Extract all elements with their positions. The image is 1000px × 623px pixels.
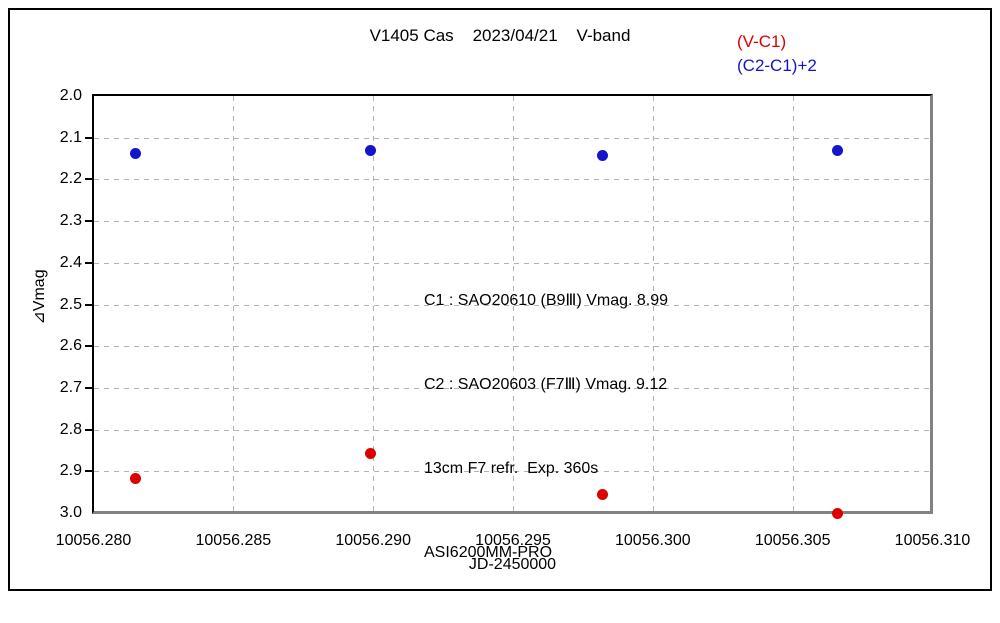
data-point [596, 488, 608, 500]
h-gridline [94, 471, 930, 473]
annotation-line-camera: ASI6200MM-PRO [424, 544, 553, 561]
y-tick-label: 3.0 [59, 504, 82, 521]
image-border [8, 8, 992, 591]
y-tick-mark [85, 178, 93, 181]
y-tick-mark [85, 136, 93, 139]
x-tick-label: 10056.305 [754, 532, 831, 549]
data-point [831, 507, 843, 519]
y-tick-label: 2.6 [59, 337, 82, 355]
legend: (V-C1) (C2-C1)+2 [737, 30, 817, 78]
x-tick-label: 10056.285 [195, 532, 272, 549]
legend-item-v-c1: (V-C1) [737, 32, 787, 51]
light-curve-chart: V1405 Cas 2023/04/21 V-band (V-C1) (C2-C… [0, 8, 1000, 591]
x-axis-label: JD-2450000 [468, 556, 557, 573]
y-tick-label: 2.5 [59, 295, 82, 313]
y-tick-label: 2.8 [59, 420, 82, 438]
y-tick-mark [85, 303, 93, 306]
data-point [831, 144, 843, 156]
data-point [129, 472, 141, 484]
h-gridline [94, 429, 930, 431]
data-point [364, 447, 376, 459]
v-gridline [233, 96, 235, 511]
y-tick-mark [85, 470, 93, 473]
y-tick-mark [85, 261, 93, 264]
data-point [364, 145, 376, 157]
x-tick-label: 10056.300 [615, 532, 691, 549]
y-tick-label: 2.2 [59, 170, 82, 188]
v-gridline [652, 96, 654, 511]
chart-title-text: V1405 Cas 2023/04/21 V-band [369, 26, 631, 45]
h-gridline [94, 137, 930, 139]
annotation-line-c1: C1 : SAO20610 (B9Ⅲ) Vmag. 8.99 [424, 292, 669, 309]
legend-item-c2-c1: (C2-C1)+2 [737, 56, 817, 75]
x-tick-label: 10056.295 [475, 532, 551, 549]
y-tick-label: 2.7 [59, 378, 82, 396]
chart-title: V1405 Cas 2023/04/21 V-band [0, 26, 1000, 46]
x-tick-label: 10056.310 [894, 532, 971, 549]
y-tick-label: 2.4 [59, 253, 82, 271]
data-point [596, 149, 608, 161]
y-tick-label: 2.1 [59, 128, 82, 146]
y-tick-label: 2.9 [59, 462, 82, 480]
h-gridline [94, 304, 930, 306]
y-tick-mark [85, 345, 93, 348]
h-gridline [94, 346, 930, 348]
y-tick-mark [85, 428, 93, 431]
annotation-block: C1 : SAO20610 (B9Ⅲ) Vmag. 8.99 C2 : SAO2… [424, 231, 668, 623]
h-gridline [94, 179, 930, 181]
y-tick-label: 2.0 [59, 87, 82, 104]
x-tick-label: 10056.280 [55, 532, 132, 549]
data-point [129, 147, 141, 159]
annotation-line-telescope: 13cm F7 refr. Exp. 360s [424, 460, 599, 477]
y-tick-mark [85, 386, 93, 389]
h-gridline [94, 221, 930, 223]
v-gridline [513, 96, 514, 511]
h-gridline [94, 387, 930, 389]
h-gridline [94, 262, 930, 264]
v-gridline [792, 96, 794, 511]
annotation-line-c2: C2 : SAO20603 (F7Ⅲ) Vmag. 9.12 [424, 376, 668, 393]
y-tick-mark [85, 220, 93, 223]
v-gridline [373, 96, 375, 511]
plot-area [92, 94, 933, 514]
y-tick-label: 2.3 [59, 212, 82, 230]
x-tick-label: 10056.290 [335, 532, 411, 549]
